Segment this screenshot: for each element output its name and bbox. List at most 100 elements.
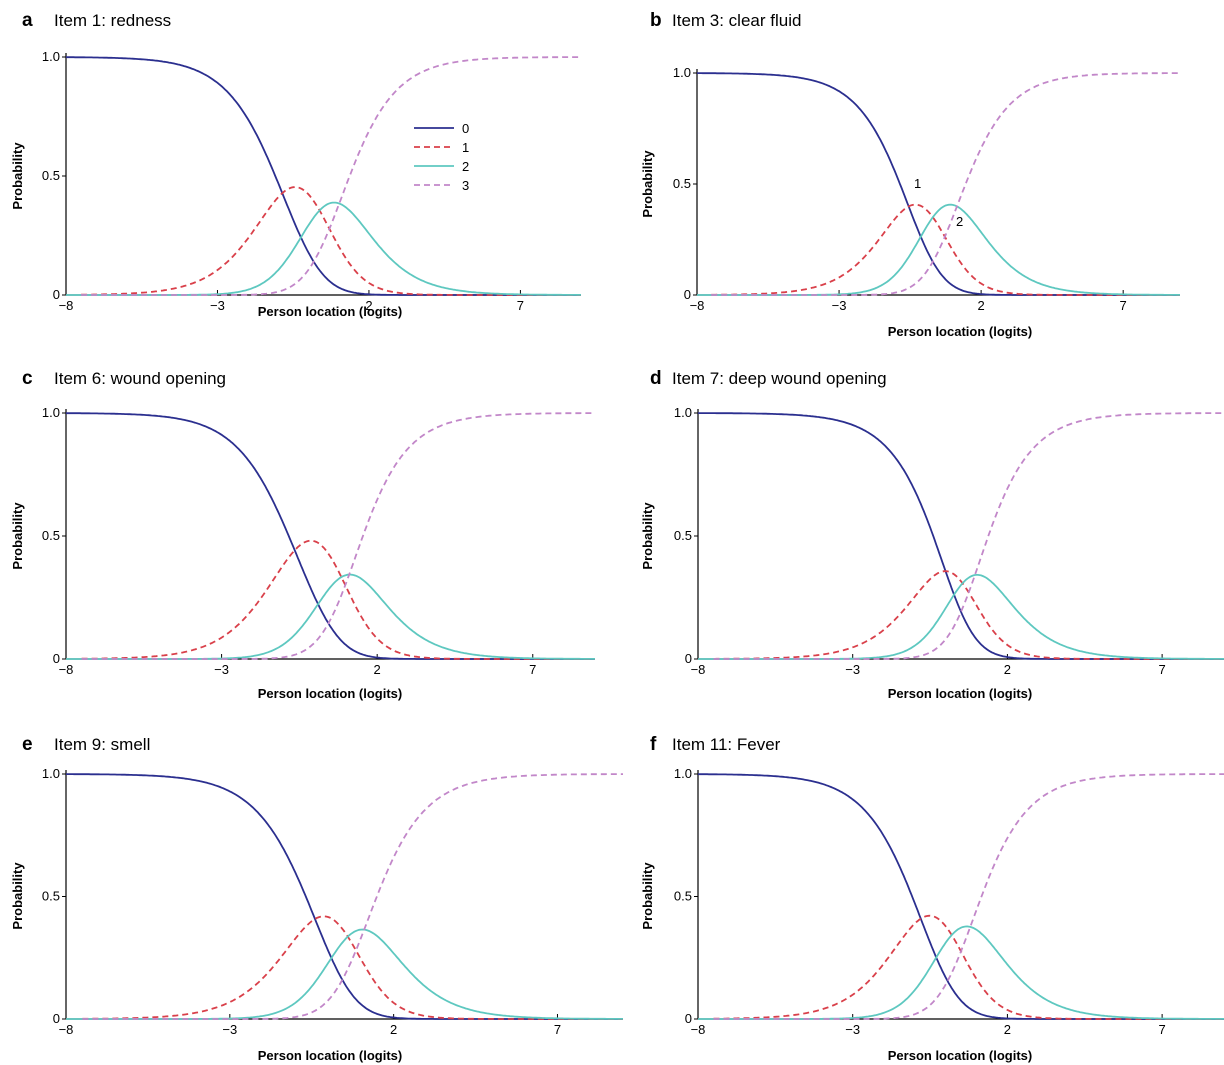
panel-title: Item 6: wound opening (54, 369, 226, 388)
y-tick-label: 0.5 (42, 528, 60, 543)
curve-annotation-2: 2 (956, 214, 963, 229)
y-tick-label: 0 (685, 1011, 692, 1026)
series-line-2 (698, 574, 1224, 660)
curve-annotation-1: 1 (914, 176, 921, 191)
y-tick-label: 1.0 (674, 766, 692, 781)
y-tick-label: 0 (53, 651, 60, 666)
x-axis-title: Person location (logits) (258, 1048, 402, 1063)
series-line-3 (713, 412, 1224, 660)
panel-letter: f (650, 734, 657, 755)
legend-label-3: 3 (462, 178, 469, 193)
x-tick-label: 7 (1120, 298, 1127, 313)
panel-letter: d (650, 368, 662, 389)
y-tick-label: 1.0 (42, 405, 60, 420)
x-tick-label: −8 (691, 1022, 706, 1037)
series-line-3 (81, 412, 595, 660)
x-tick-label: 2 (978, 298, 985, 313)
series-line-1 (81, 186, 581, 296)
y-tick-label: 0.5 (42, 168, 60, 183)
x-tick-label: −3 (845, 662, 860, 677)
x-tick-label: −3 (214, 662, 229, 677)
panel-title: Item 3: clear fluid (672, 11, 801, 30)
x-axis-title: Person location (logits) (888, 324, 1032, 339)
x-tick-label: 2 (390, 1022, 397, 1037)
x-tick-label: −8 (690, 298, 705, 313)
series-line-1 (713, 570, 1224, 660)
x-tick-label: 7 (529, 662, 536, 677)
y-axis-title: Probability (10, 862, 25, 930)
panel-letter: c (22, 368, 33, 389)
x-tick-label: −3 (845, 1022, 860, 1037)
y-tick-label: 1.0 (42, 766, 60, 781)
x-axis-title: Person location (logits) (888, 686, 1032, 701)
y-tick-label: 0.5 (674, 528, 692, 543)
x-tick-label: 7 (1159, 1022, 1166, 1037)
y-tick-label: 0.5 (42, 889, 60, 904)
y-axis-title: Probability (640, 862, 655, 930)
series-line-0 (66, 773, 623, 1020)
y-tick-label: 0.5 (673, 176, 691, 191)
series-line-0 (66, 56, 581, 296)
panel-c: c Item 6: wound opening 0 0.5 1.0 −8 −3 2 7 Perso… (10, 368, 595, 701)
panel-title: Item 7: deep wound opening (672, 369, 887, 388)
series-line-1 (711, 203, 1180, 296)
x-axis-title: Person location (logits) (258, 686, 402, 701)
y-tick-label: 1.0 (673, 65, 691, 80)
series-line-2 (698, 925, 1224, 1020)
x-tick-label: 2 (1004, 662, 1011, 677)
x-tick-label: −3 (210, 298, 225, 313)
panel-f: f Item 11: Fever 0 0.5 1.0 −8 −3 2 7 Person locat… (640, 734, 1224, 1063)
x-tick-label: 7 (1159, 662, 1166, 677)
y-tick-label: 0 (53, 287, 60, 302)
x-axis-title: Person location (logits) (888, 1048, 1032, 1063)
y-tick-label: 0 (53, 1011, 60, 1026)
series-line-0 (698, 412, 1224, 660)
x-tick-label: 2 (1004, 1022, 1011, 1037)
series-line-0 (697, 72, 1180, 296)
panel-a: a Item 1: redness 0 0.5 1.0 −8 −3 2 7 Person loca… (10, 10, 581, 319)
panel-e: e Item 9: smell 0 0.5 1.0 −8 −3 2 7 Person locati… (10, 734, 623, 1063)
x-tick-label: −8 (691, 662, 706, 677)
panel-letter: a (22, 10, 33, 31)
x-tick-label: 7 (554, 1022, 561, 1037)
x-tick-label: 2 (374, 662, 381, 677)
y-tick-label: 0 (685, 651, 692, 666)
x-tick-label: −8 (59, 662, 74, 677)
legend-label-0: 0 (462, 121, 469, 136)
y-tick-label: 1.0 (42, 49, 60, 64)
series-line-0 (698, 773, 1224, 1020)
panel-letter: e (22, 734, 33, 755)
legend-label-1: 1 (462, 140, 469, 155)
x-tick-label: −8 (59, 1022, 74, 1037)
y-axis-title: Probability (640, 150, 655, 218)
y-tick-label: 1.0 (674, 405, 692, 420)
series-line-3 (713, 773, 1224, 1020)
x-tick-label: 2 (365, 298, 372, 313)
series-line-3 (81, 56, 581, 296)
x-axis-title: Person location (logits) (258, 304, 402, 319)
y-axis-title: Probability (10, 142, 25, 210)
y-tick-label: 0 (684, 287, 691, 302)
x-tick-label: −8 (59, 298, 74, 313)
panel-title: Item 11: Fever (672, 735, 781, 754)
series-line-2 (697, 203, 1180, 296)
series-line-3 (82, 773, 623, 1020)
series-line-2 (66, 928, 623, 1020)
series-line-1 (713, 914, 1224, 1020)
y-axis-title: Probability (10, 502, 25, 570)
legend-label-2: 2 (462, 159, 469, 174)
panel-letter: b (650, 10, 662, 31)
x-tick-label: −3 (222, 1022, 237, 1037)
series-line-0 (66, 412, 595, 660)
series-line-2 (66, 201, 581, 296)
series-line-2 (66, 573, 595, 660)
panel-b: b Item 3: clear fluid 0 0.5 1.0 −8 −3 2 7 Person … (640, 10, 1180, 339)
series-line-3 (711, 72, 1180, 296)
legend: 0 1 2 3 (414, 121, 469, 193)
x-tick-label: 7 (517, 298, 524, 313)
panel-d: d Item 7: deep wound opening 0 0.5 1.0 −8 −3 2 7… (640, 368, 1224, 701)
x-tick-label: −3 (832, 298, 847, 313)
y-tick-label: 0.5 (674, 889, 692, 904)
series-line-1 (82, 915, 623, 1020)
